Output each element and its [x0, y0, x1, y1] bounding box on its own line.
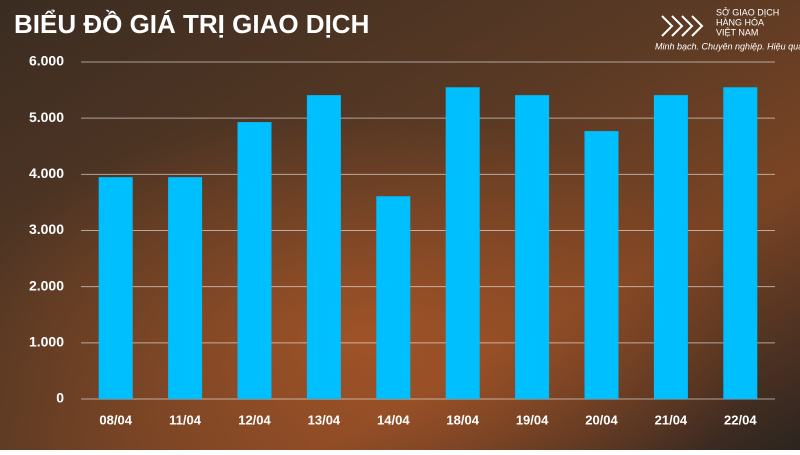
bar	[515, 95, 550, 399]
tagline: Minh bạch. Chuyên nghiệp. Hiệu quả	[655, 41, 800, 51]
bar	[98, 177, 133, 399]
bar	[723, 87, 758, 400]
y-tick-label: 4.000	[29, 165, 64, 181]
bar	[168, 177, 203, 399]
x-tick-label: 12/04	[238, 412, 271, 427]
org-name: HÀNG HÓA	[716, 17, 764, 27]
bar	[584, 131, 619, 399]
bar	[376, 196, 411, 399]
y-tick-label: 5.000	[29, 109, 64, 125]
bar	[653, 95, 688, 399]
x-tick-label: 21/04	[655, 412, 688, 427]
x-tick-label: 18/04	[446, 412, 479, 427]
y-tick-label: 0	[56, 390, 64, 406]
x-tick-label: 14/04	[377, 412, 410, 427]
bar	[306, 95, 341, 399]
x-tick-label: 22/04	[724, 412, 757, 427]
x-tick-label: 08/04	[99, 412, 132, 427]
y-tick-label: 1.000	[29, 334, 64, 350]
x-tick-label: 20/04	[585, 412, 618, 427]
logo-mark	[661, 15, 704, 37]
chart-title: BIỂU ĐỒ GIÁ TRỊ GIAO DỊCH	[14, 9, 369, 39]
x-tick-label: 19/04	[516, 412, 549, 427]
bar	[237, 122, 272, 400]
x-tick-label: 13/04	[308, 412, 341, 427]
y-tick-label: 3.000	[29, 221, 64, 237]
y-tick-label: 2.000	[29, 277, 64, 293]
logo	[661, 15, 704, 37]
org-name: SỞ GIAO DỊCH	[716, 6, 779, 17]
bar	[445, 87, 480, 400]
y-tick-label: 6.000	[29, 53, 64, 69]
x-tick-label: 11/04	[169, 412, 202, 427]
org-name: VIỆT NAM	[716, 27, 758, 37]
